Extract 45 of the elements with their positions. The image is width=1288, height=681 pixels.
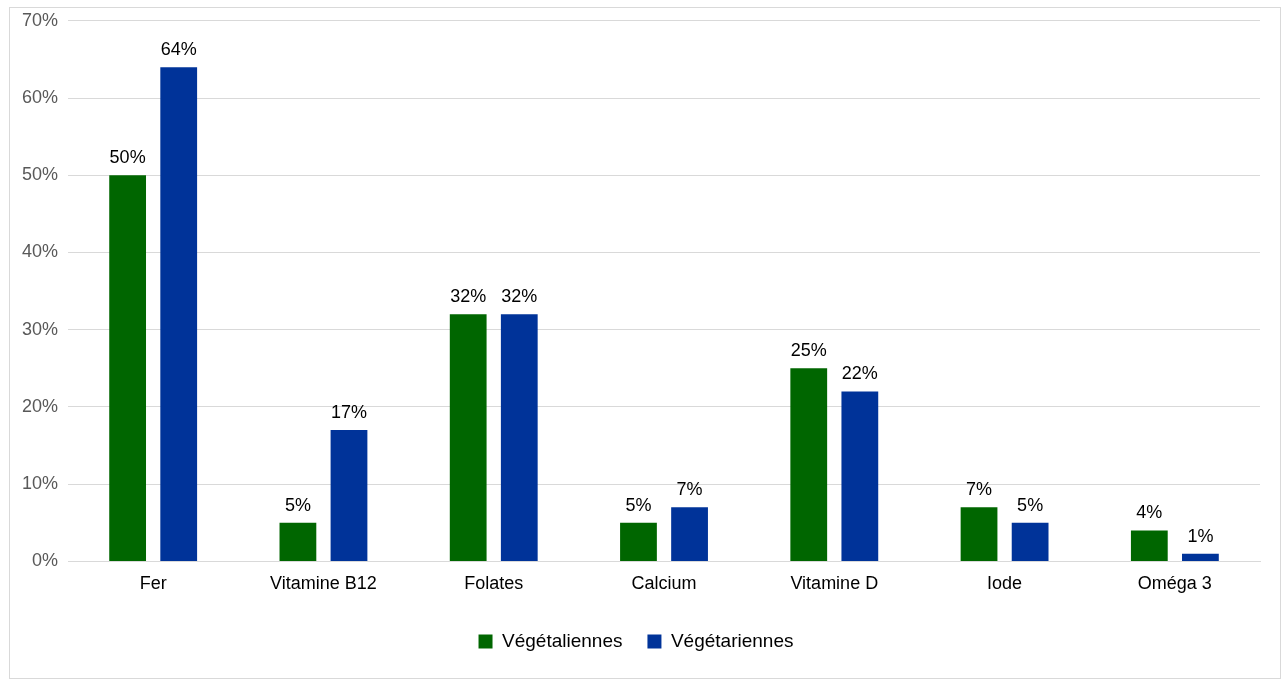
- x-tick-label: Fer: [139, 573, 167, 594]
- data-label: 50%: [109, 147, 146, 168]
- bar: [160, 67, 198, 561]
- bar: [500, 314, 538, 561]
- y-tick-label: 70%: [22, 9, 59, 30]
- data-label: 7%: [676, 479, 703, 500]
- y-tick-label: 20%: [22, 395, 59, 416]
- bar: [449, 314, 487, 561]
- bar: [279, 522, 317, 561]
- data-label: 5%: [284, 494, 311, 515]
- y-tick-label: 50%: [22, 164, 59, 185]
- data-label: 5%: [1017, 494, 1044, 515]
- x-tick-label: Oméga 3: [1137, 573, 1212, 594]
- data-label: 64%: [160, 39, 197, 60]
- y-tick-label: 30%: [22, 318, 59, 339]
- x-tick-label: Iode: [987, 573, 1023, 594]
- bar: [1130, 530, 1168, 561]
- legend-label: Végétariennes: [670, 629, 794, 651]
- x-tick-label: Vitamine B12: [270, 573, 377, 594]
- y-tick-label: 0%: [32, 550, 59, 571]
- bar: [960, 507, 998, 561]
- legend-label: Végétaliennes: [502, 629, 623, 651]
- bar: [330, 430, 368, 561]
- data-label: 22%: [841, 363, 878, 384]
- bar: [1011, 522, 1049, 561]
- bar: [790, 368, 828, 561]
- x-tick-label: Calcium: [631, 573, 697, 594]
- data-label: 32%: [450, 286, 487, 307]
- y-tick-label: 60%: [22, 87, 59, 107]
- x-tick-label: Vitamine D: [790, 573, 879, 594]
- data-label: 5%: [625, 494, 652, 515]
- data-label: 7%: [966, 479, 993, 500]
- bar: [109, 175, 147, 561]
- y-tick-label: 10%: [22, 473, 59, 494]
- bar: [620, 522, 657, 561]
- data-label: 25%: [790, 340, 827, 361]
- x-tick-label: Folates: [464, 573, 524, 594]
- bar: [671, 507, 708, 561]
- data-label: 17%: [330, 402, 368, 423]
- data-label: 1%: [1187, 525, 1214, 546]
- bar: [841, 391, 879, 561]
- y-tick-label: 40%: [22, 241, 59, 262]
- data-label: 32%: [501, 286, 538, 307]
- data-label: 4%: [1136, 502, 1163, 523]
- bar: [1182, 553, 1219, 561]
